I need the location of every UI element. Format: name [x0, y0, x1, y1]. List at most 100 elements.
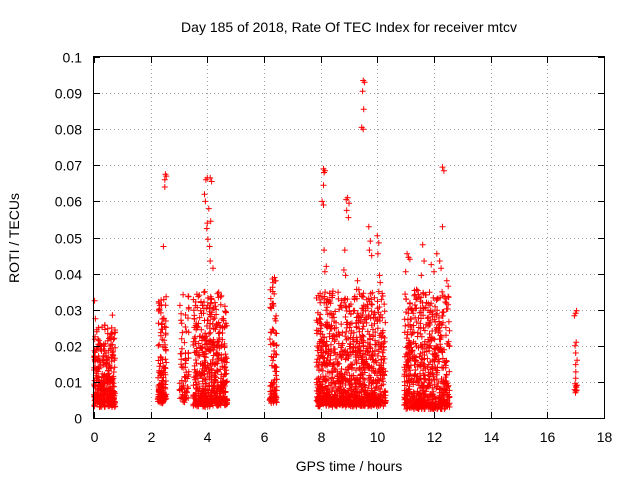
data-point — [365, 382, 372, 389]
data-point — [446, 342, 453, 349]
data-point — [210, 316, 217, 323]
data-point — [353, 357, 360, 364]
data-point — [200, 310, 207, 317]
data-point — [367, 290, 374, 297]
data-point — [318, 322, 325, 329]
data-point — [337, 383, 344, 390]
data-point — [100, 378, 107, 385]
data-point — [335, 289, 342, 296]
data-point — [216, 329, 223, 336]
data-point — [360, 402, 367, 409]
data-point — [404, 353, 411, 359]
data-point — [204, 302, 211, 309]
data-point — [380, 403, 387, 410]
data-point — [403, 390, 410, 397]
data-point — [408, 404, 415, 411]
data-point — [343, 324, 350, 331]
data-point — [374, 305, 381, 312]
data-point — [215, 330, 222, 337]
data-point — [156, 305, 163, 312]
data-point — [218, 292, 225, 299]
data-point — [422, 292, 429, 298]
data-point — [360, 320, 366, 327]
data-point — [320, 182, 327, 189]
data-point — [319, 198, 326, 205]
data-point — [417, 385, 424, 392]
data-point — [193, 370, 200, 377]
data-point — [338, 321, 345, 328]
data-point — [217, 301, 224, 308]
data-point — [376, 368, 383, 375]
data-point — [193, 381, 200, 388]
data-point — [372, 377, 379, 384]
data-point — [401, 329, 408, 336]
data-point — [417, 298, 424, 305]
data-point — [439, 313, 446, 319]
data-point — [273, 312, 280, 319]
data-point — [407, 326, 414, 333]
data-point — [105, 377, 112, 384]
x-axis-label: GPS time / hours — [296, 458, 403, 474]
data-point — [269, 326, 276, 333]
data-point — [214, 352, 220, 358]
data-point — [160, 296, 167, 303]
data-point — [221, 363, 228, 370]
data-point — [353, 367, 359, 374]
data-point — [206, 374, 213, 381]
data-point — [219, 315, 226, 322]
data-point — [417, 304, 424, 311]
data-point — [109, 396, 116, 403]
data-point — [342, 272, 349, 279]
data-point — [207, 174, 214, 181]
data-point — [103, 397, 110, 403]
data-point — [332, 402, 339, 409]
data-point — [428, 337, 435, 344]
data-point — [351, 397, 358, 404]
data-point — [423, 385, 430, 392]
data-point — [431, 393, 438, 400]
data-point — [208, 178, 215, 185]
data-point — [210, 338, 217, 345]
data-point — [403, 344, 410, 351]
data-point — [572, 342, 579, 349]
data-point — [326, 310, 333, 317]
data-point — [185, 315, 191, 322]
data-point — [215, 289, 222, 296]
data-point — [190, 307, 197, 314]
data-point — [319, 331, 326, 338]
data-point — [359, 88, 366, 95]
data-point — [91, 354, 98, 360]
data-point — [182, 312, 189, 318]
data-point — [203, 225, 210, 232]
data-point — [337, 302, 344, 309]
data-point — [267, 304, 274, 311]
data-point — [444, 402, 450, 409]
data-point — [408, 306, 415, 313]
data-point — [417, 330, 424, 337]
data-point — [159, 381, 166, 388]
data-point — [374, 232, 381, 239]
data-point — [215, 356, 222, 363]
data-point — [437, 341, 444, 348]
data-point — [201, 288, 208, 295]
data-point — [360, 294, 367, 300]
data-point — [323, 307, 330, 314]
data-point — [336, 397, 343, 404]
data-point — [217, 366, 224, 373]
data-point — [179, 329, 186, 336]
data-point — [402, 322, 409, 329]
data-point — [109, 351, 116, 358]
data-point — [426, 289, 433, 296]
data-point — [161, 369, 168, 376]
data-point — [91, 393, 98, 400]
data-point — [361, 79, 368, 86]
data-point — [271, 363, 278, 370]
data-point — [379, 329, 386, 336]
data-point — [334, 393, 341, 399]
data-point — [220, 393, 227, 400]
data-point — [445, 283, 452, 290]
data-point — [572, 375, 579, 382]
data-point — [374, 318, 381, 325]
data-point — [380, 353, 387, 360]
data-point — [338, 366, 345, 372]
